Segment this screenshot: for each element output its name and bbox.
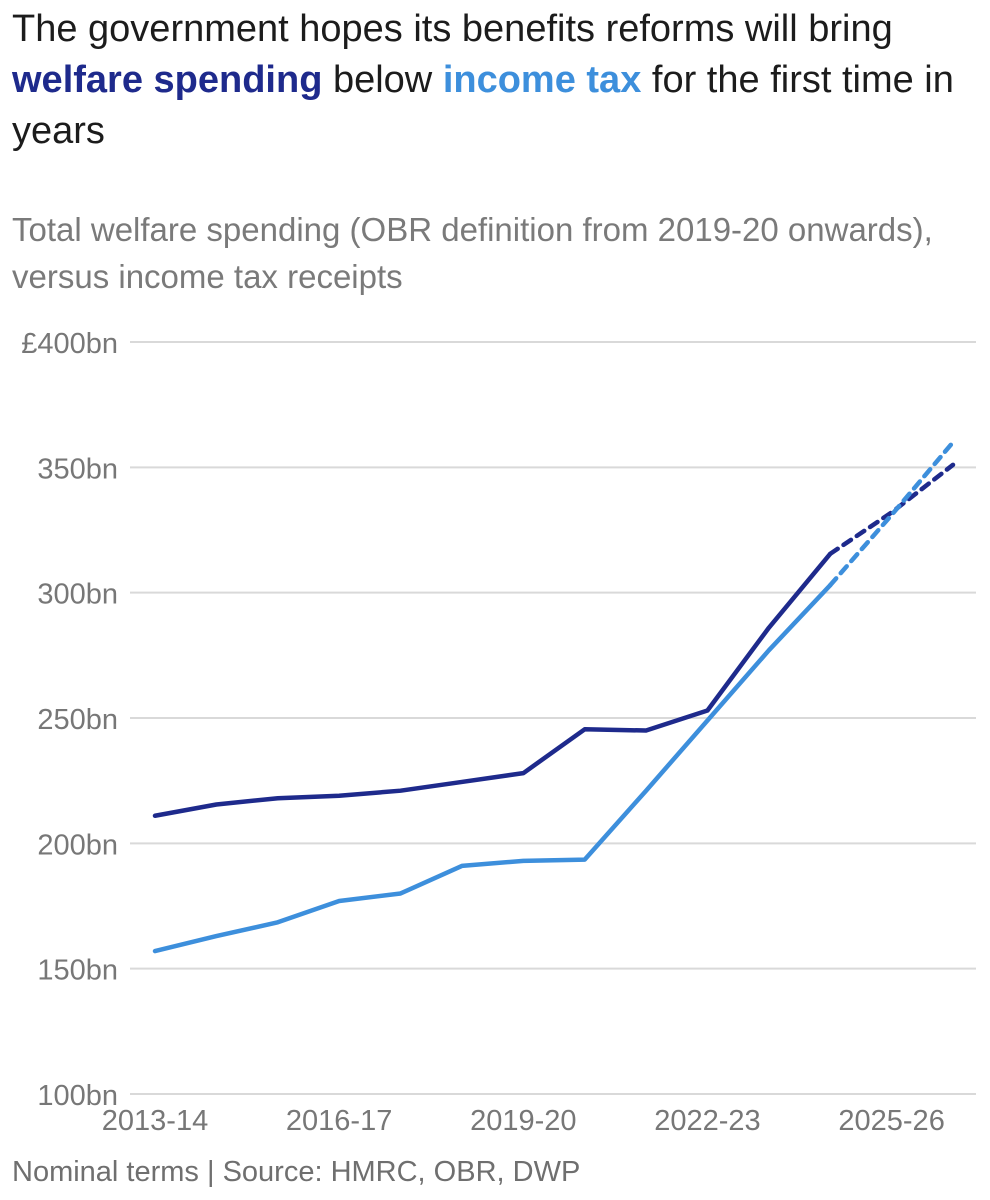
title-part-3: for the first time in years xyxy=(12,59,954,152)
chart-subtitle: Total welfare spending (OBR definition f… xyxy=(12,211,933,295)
title-welfare-highlight: welfare spending xyxy=(12,59,323,101)
line-chart: 100bn 150bn 200bn 250bn 300bn 350bn £400bn 201… xyxy=(21,328,976,1137)
y-tick-label: 250bn xyxy=(37,704,118,736)
chart-title: The government hopes its benefits reform… xyxy=(12,4,972,157)
series-lines xyxy=(152,440,956,954)
title-part-2: below xyxy=(322,59,443,101)
x-tick-label: 2013-14 xyxy=(102,1105,208,1137)
series-projection-1 xyxy=(827,440,956,588)
x-tick-label: 2019-20 xyxy=(470,1105,576,1137)
series-projection-0 xyxy=(827,462,956,557)
series-line-1 xyxy=(152,582,833,954)
x-tick-label: 2022-23 xyxy=(654,1105,760,1137)
title-income-highlight: income tax xyxy=(442,59,642,101)
y-tick-label: 100bn xyxy=(37,1080,118,1112)
series-line-0 xyxy=(152,551,833,819)
gridlines xyxy=(130,341,976,1095)
source-note: Nominal terms | Source: HMRC, OBR, DWP xyxy=(12,1156,581,1188)
y-tick-label: £400bn xyxy=(21,328,118,360)
x-axis-labels: 2013-14 2016-17 2019-20 2022-23 2025-26 xyxy=(102,1105,945,1137)
y-tick-label: 200bn xyxy=(37,829,118,861)
y-axis-labels: 100bn 150bn 200bn 250bn 300bn 350bn £400bn xyxy=(21,328,118,1112)
x-tick-label: 2016-17 xyxy=(286,1105,392,1137)
y-tick-label: 350bn xyxy=(37,453,118,485)
title-part-1: The government hopes its benefits reform… xyxy=(12,8,893,50)
x-tick-label: 2025-26 xyxy=(838,1105,944,1137)
y-tick-label: 150bn xyxy=(37,955,118,987)
y-tick-label: 300bn xyxy=(37,579,118,611)
